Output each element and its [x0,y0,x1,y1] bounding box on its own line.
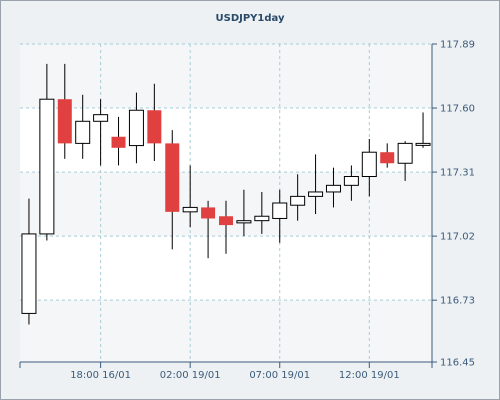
candle-body-down [165,143,180,212]
x-tick-label: 02:00 19/01 [160,370,221,381]
candle [325,167,341,208]
candle-body-up [272,202,288,219]
candle-body-up [128,109,144,147]
x-axis-ticks: 18:00 16/01 02:00 19/01 07:00 19/01 12:00 1… [70,362,400,381]
candle-body-up [361,151,377,177]
y-axis-ticks: 116.45 116.73 117.02 117.31 117.60 117.89 [432,40,475,369]
candle-body-up [75,120,91,144]
candle [21,198,37,325]
chart-title: USDJPY1day [216,13,285,24]
candle [236,189,252,237]
candle [219,200,233,254]
price-band [20,300,432,362]
candle [290,174,306,221]
candle-body-up [397,142,413,164]
candle [201,200,216,259]
candle [343,165,359,201]
candle [361,138,377,197]
candles [21,63,431,325]
candle-body-down [380,152,395,164]
candle [128,92,144,164]
axes [19,44,433,368]
y-tick-label: 117.02 [440,232,475,243]
candle-body-up [308,191,324,197]
candle [39,63,55,241]
candle [111,116,126,166]
candle-body-up [325,184,341,193]
x-tick-label: 07:00 19/01 [249,370,310,381]
candle-body-up [343,176,359,186]
y-tick-label: 116.73 [440,296,475,307]
candle-body-up [39,98,55,235]
candle-body-up [290,195,306,206]
candle-body-down [57,99,72,144]
y-tick-label: 117.60 [440,104,475,115]
candle-body-up [236,220,252,224]
x-tick-label: 18:00 16/01 [70,370,131,381]
candle [75,94,91,159]
candle-body-up [182,206,198,213]
candle-body-up [93,114,109,122]
price-band [20,44,432,109]
candle-body-down [147,110,162,144]
candle [415,112,431,148]
candle [147,83,162,162]
candle [182,165,198,228]
candle [308,154,324,215]
y-tick-label: 116.45 [440,358,475,369]
candle [380,143,395,168]
candle-body-up [415,142,431,146]
candle-body-up [21,233,37,314]
candle-body-down [219,216,233,226]
candle [93,99,109,166]
candle [254,191,270,234]
candle [57,63,72,159]
candle [272,189,288,243]
candle-body-down [201,207,216,219]
candle [397,141,413,181]
candle-body-down [111,136,126,148]
x-tick-label: 12:00 19/01 [339,370,400,381]
y-tick-label: 117.31 [440,168,475,179]
candle-body-up [254,215,270,222]
candle [165,130,180,250]
y-tick-label: 117.89 [440,40,475,51]
